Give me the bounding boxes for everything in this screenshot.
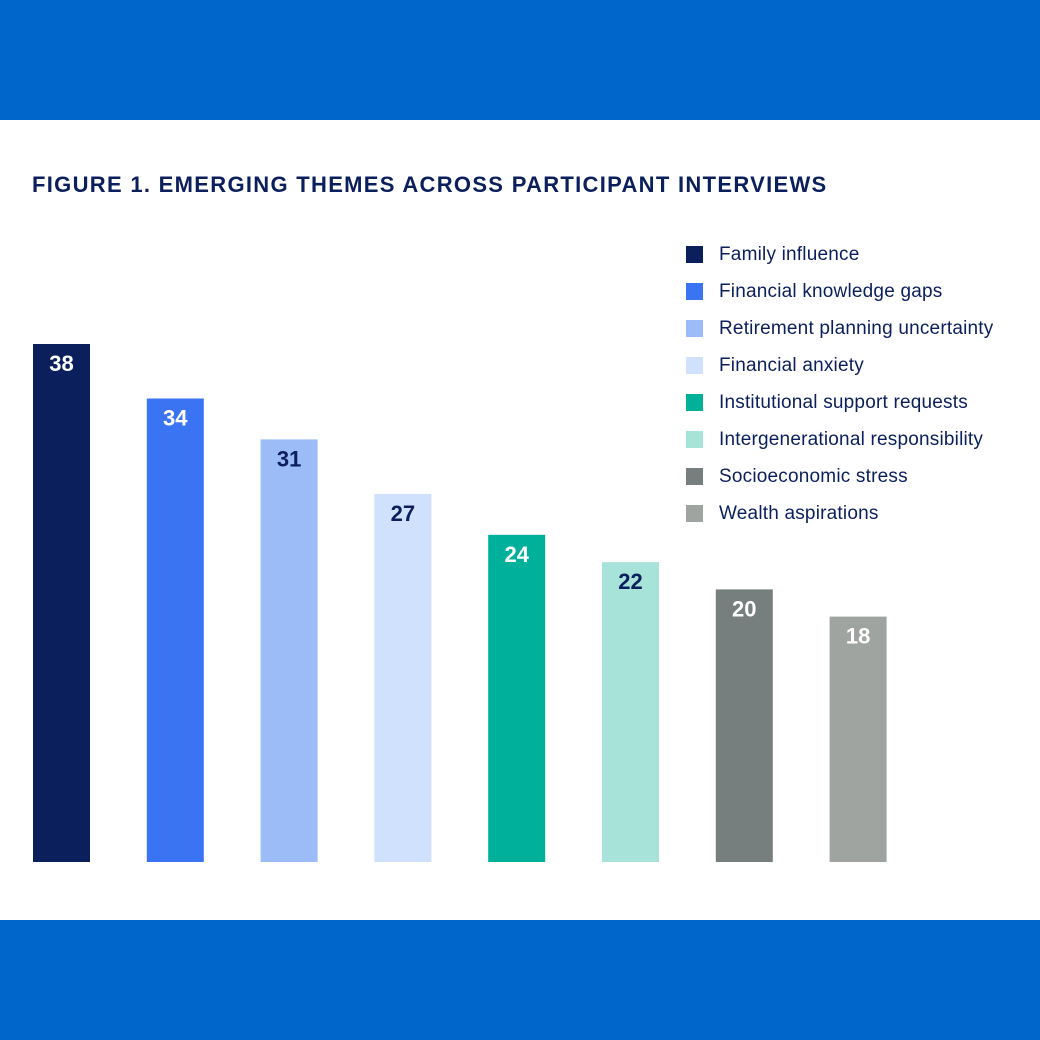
- legend-label: Financial anxiety: [719, 354, 864, 376]
- bar-3: [260, 439, 318, 862]
- legend-swatch: [686, 394, 703, 411]
- legend-item: Intergenerational responsibility: [686, 421, 993, 458]
- footer-band: [0, 920, 1040, 1040]
- bar-8: [829, 616, 887, 862]
- bar-value-label: 18: [846, 624, 870, 649]
- legend-swatch: [686, 431, 703, 448]
- bar-4: [374, 493, 432, 862]
- bar-value-label: 27: [391, 501, 415, 526]
- bar-value-label: 20: [732, 596, 756, 621]
- bar-value-label: 31: [277, 446, 301, 471]
- legend-swatch: [686, 468, 703, 485]
- legend-swatch: [686, 357, 703, 374]
- legend-item: Financial anxiety: [686, 347, 993, 384]
- bar-value-label: 24: [504, 542, 529, 567]
- bar-5: [488, 534, 546, 862]
- legend-label: Family influence: [719, 243, 860, 265]
- legend-label: Retirement planning uncertainty: [719, 317, 994, 339]
- bar-2: [146, 398, 204, 862]
- legend-swatch: [686, 283, 703, 300]
- bar-6: [602, 562, 659, 862]
- legend-item: Family influence: [686, 236, 993, 273]
- bar-7: [715, 589, 773, 862]
- legend-swatch: [686, 320, 703, 337]
- legend-label: Institutional support requests: [719, 391, 968, 413]
- legend-item: Retirement planning uncertainty: [686, 310, 993, 347]
- bar-value-label: 22: [618, 569, 642, 594]
- legend-item: Wealth aspirations: [686, 495, 993, 532]
- legend-item: Financial knowledge gaps: [686, 273, 993, 310]
- legend-label: Financial knowledge gaps: [719, 280, 943, 302]
- header-band: [0, 0, 1040, 120]
- legend-item: Institutional support requests: [686, 384, 993, 421]
- legend-label: Wealth aspirations: [719, 502, 879, 524]
- chart-legend: Family influence Financial knowledge gaps…: [686, 236, 993, 532]
- legend-label: Intergenerational responsibility: [719, 428, 984, 450]
- legend-swatch: [686, 505, 703, 522]
- bar-value-label: 38: [49, 351, 73, 376]
- bar-1: [33, 344, 90, 862]
- legend-swatch: [686, 246, 703, 263]
- legend-item: Socioeconomic stress: [686, 458, 993, 495]
- figure-title: FIGURE 1. EMERGING THEMES ACROSS PARTICI…: [32, 172, 828, 197]
- legend-label: Socioeconomic stress: [719, 465, 908, 487]
- bar-value-label: 34: [163, 406, 188, 431]
